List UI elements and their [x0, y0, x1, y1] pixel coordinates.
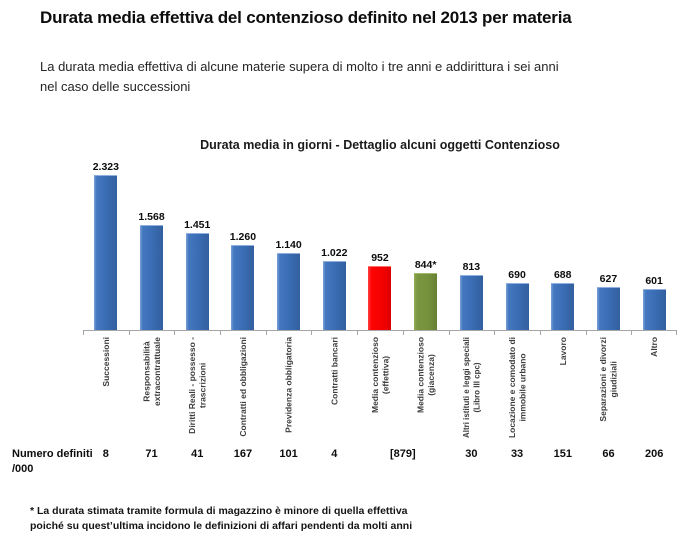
page-subtitle: La durata media effettiva di alcune mate… — [40, 59, 559, 94]
category-label: Lavoro — [558, 337, 568, 365]
bar-value-label: 690 — [508, 269, 526, 281]
x-axis — [83, 330, 677, 331]
category-label: (Libro III cpc) — [472, 362, 482, 412]
category-label: Separazioni e divorzi — [598, 337, 608, 422]
bar — [368, 266, 392, 330]
bar — [231, 245, 255, 330]
category-label: Responsabilità — [141, 341, 151, 402]
bar-slot: 688 — [540, 160, 586, 330]
bar-slot: 1.451 — [174, 160, 220, 330]
bar-value-label: 952 — [371, 252, 389, 264]
bar-slot: 2.323 — [83, 160, 129, 330]
bar — [551, 283, 575, 330]
bar-value-label: 1.568 — [138, 211, 165, 223]
bar-value-label: 1.260 — [229, 231, 257, 243]
chart-title: Durata media in giorni - Dettaglio alcun… — [200, 138, 560, 152]
numbers-row-value: 66 — [602, 448, 615, 460]
bar-slot: 1.260 — [220, 160, 266, 330]
category-label: (effettiva) — [380, 356, 390, 394]
category-axis-labels: Successioni Responsabilità extracontrattua… — [83, 331, 677, 438]
category-label: Locazione e comodato di — [507, 337, 517, 438]
numbers-row-value: 101 — [279, 448, 298, 460]
category-label: trascrizioni — [198, 363, 208, 408]
footnote: * La durata stimata tramite formula di m… — [30, 505, 413, 532]
numbers-row-value: 30 — [465, 448, 478, 460]
bar-value-label: 1.140 — [275, 239, 302, 251]
numbers-row-value: 4 — [331, 448, 338, 460]
numbers-row-value: 33 — [510, 448, 524, 460]
bar — [596, 287, 620, 330]
plot-area: 2.323 1.568 1.451 1.260 1.140 1.022 952 844* 813… — [83, 160, 677, 330]
category-label: Media contenzioso — [370, 337, 380, 413]
numbers-row-value: 167 — [233, 448, 253, 460]
category-label: Diritti Reali - possesso - — [187, 337, 197, 434]
bar-value-label: 813 — [462, 261, 481, 273]
bar-value-label: 1.451 — [184, 219, 211, 231]
bar-value-label: 2.323 — [92, 161, 119, 173]
bar-slot: 844* — [403, 160, 449, 330]
bar — [140, 225, 164, 330]
bar-slot: 813 — [449, 160, 495, 330]
numbers-row-value: 151 — [553, 448, 572, 460]
category-label: giudiziali — [609, 361, 619, 397]
bar-value-label: 627 — [599, 273, 618, 285]
category-label: immobile urbano — [517, 353, 527, 421]
numbers-row: 8 71 41 167 101 4 [879] 30 33 151 66 206 — [83, 448, 677, 460]
category-label: Previdenza obbligatoria — [284, 337, 294, 433]
bar-slot: 601 — [631, 160, 677, 330]
category-label: extracontrattuale — [152, 337, 162, 406]
bar-value-label: 844* — [414, 259, 437, 271]
bar-value-label: 1.022 — [321, 247, 348, 259]
bar — [505, 283, 529, 330]
page-title: Durata media effettiva del contenzioso d… — [40, 8, 572, 27]
bar-slot: 952 — [357, 160, 403, 330]
category-label: Successioni — [101, 337, 111, 387]
category-label: Media contenzioso — [415, 337, 425, 413]
numbers-row-value: 206 — [644, 448, 664, 460]
bar-value-label: 688 — [553, 269, 572, 281]
category-label: (giacenza) — [426, 354, 436, 396]
bar — [185, 233, 209, 330]
numbers-row-value: 41 — [191, 448, 204, 460]
numbers-row-value: [879] — [389, 448, 416, 460]
bar — [94, 175, 118, 330]
numbers-row-label: Numero definiti /000 — [12, 448, 93, 475]
numbers-row-value: 71 — [145, 448, 158, 460]
category-label: Contratti bancari — [329, 337, 339, 405]
bar-value-label: 601 — [645, 275, 663, 287]
bar-slot: 1.568 — [129, 160, 175, 330]
bar-slot: 1.140 — [266, 160, 312, 330]
bar-slot: 690 — [494, 160, 540, 330]
bar — [642, 289, 666, 330]
bar-slot: 1.022 — [311, 160, 357, 330]
bar-slot: 627 — [586, 160, 632, 330]
category-label: Altro — [649, 337, 659, 357]
bar — [277, 253, 301, 330]
bar — [459, 275, 483, 330]
category-label: Contratti ed obbligazioni — [238, 337, 248, 437]
bar — [414, 273, 438, 330]
numbers-row-value: 8 — [102, 448, 109, 460]
category-label: Altri istituti e leggi speciali — [461, 337, 471, 438]
bar — [322, 261, 346, 330]
